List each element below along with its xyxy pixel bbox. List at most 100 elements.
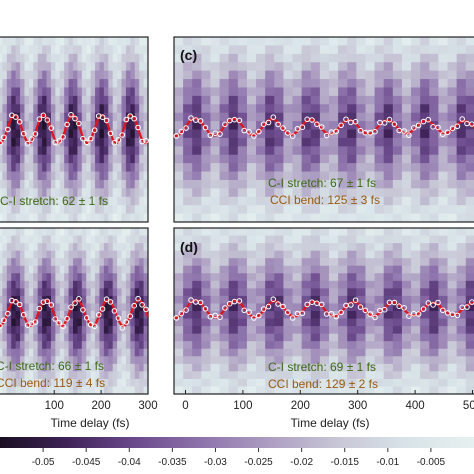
heatmap-cell — [103, 129, 109, 139]
heatmap-cell — [95, 311, 101, 320]
heatmap-cell — [383, 326, 394, 335]
heatmap-cell — [73, 79, 79, 89]
heatmap-cell — [134, 95, 140, 105]
heatmap-cell — [411, 146, 421, 156]
heatmap-cell — [301, 146, 312, 156]
heatmap-cell — [420, 228, 430, 237]
heatmap-cell — [50, 37, 56, 47]
heatmap-cell — [246, 70, 257, 80]
data-point — [280, 125, 286, 131]
heatmap-cell — [338, 196, 348, 206]
heatmap-cell — [77, 79, 83, 89]
heatmap-cell — [319, 53, 330, 63]
heatmap-cell — [347, 53, 357, 63]
heatmap-cell — [143, 265, 149, 274]
heatmap-cell — [301, 378, 312, 388]
heatmap-cell — [237, 273, 248, 282]
data-point — [80, 307, 86, 313]
heatmap-cell — [28, 205, 34, 215]
heatmap-cell — [11, 154, 17, 164]
heatmap-cell — [117, 250, 123, 259]
heatmap-cell — [438, 79, 449, 89]
heatmap-cell — [310, 137, 321, 147]
heatmap-cell — [210, 273, 221, 282]
heatmap-cell — [6, 333, 12, 342]
heatmap-cell — [112, 273, 118, 282]
heatmap-cell — [201, 363, 212, 372]
heatmap-cell — [117, 333, 123, 342]
heatmap-cell — [90, 333, 96, 342]
heatmap-cell — [64, 213, 70, 223]
heatmap-cell — [301, 213, 312, 223]
heatmap-cell — [401, 280, 412, 289]
heatmap-cell — [319, 288, 330, 297]
heatmap-cell — [219, 112, 230, 122]
heatmap-cell — [383, 333, 394, 342]
heatmap-cell — [143, 311, 149, 320]
heatmap-cell — [292, 333, 303, 342]
heatmap-cell — [81, 188, 87, 198]
heatmap-cell — [274, 243, 285, 252]
heatmap-cell — [411, 213, 421, 223]
heatmap-cell — [0, 311, 4, 320]
heatmap-cell — [392, 356, 403, 365]
heatmap-cell — [103, 213, 109, 223]
heatmap-cell — [33, 273, 39, 282]
heatmap-cell — [429, 104, 440, 114]
heatmap-cell — [310, 104, 321, 114]
heatmap-cell — [329, 45, 339, 55]
heatmap-cell — [219, 243, 230, 252]
heatmap-cell — [310, 303, 321, 312]
heatmap-cell — [121, 356, 127, 365]
heatmap-cell — [465, 243, 474, 252]
heatmap-cell — [117, 273, 123, 282]
heatmap-cell — [356, 228, 367, 237]
heatmap-cell — [117, 45, 123, 55]
heatmap-cell — [438, 303, 449, 312]
heatmap-cell — [125, 288, 131, 297]
heatmap-cell — [134, 205, 140, 215]
data-point — [36, 305, 43, 312]
heatmap-cell — [429, 205, 440, 215]
heatmap-cell — [292, 62, 303, 72]
heatmap-cell — [183, 179, 193, 189]
heatmap-cell — [42, 146, 48, 156]
heatmap-cell — [134, 280, 140, 289]
heatmap-cell — [121, 188, 127, 198]
heatmap-cell — [77, 295, 83, 305]
heatmap-cell — [117, 363, 123, 372]
heatmap-cell — [438, 295, 449, 305]
heatmap-cell — [301, 179, 312, 189]
heatmap-cell — [95, 79, 101, 89]
heatmap-cell — [117, 378, 123, 388]
heatmap-cell — [103, 121, 109, 131]
heatmap-cell — [347, 265, 357, 274]
heatmap-cell — [392, 243, 403, 252]
heatmap-cell — [228, 163, 239, 173]
heatmap-cell — [411, 205, 421, 215]
heatmap-cell — [130, 378, 136, 388]
heatmap-cell — [174, 326, 184, 335]
heatmap-cell — [15, 273, 21, 282]
heatmap-cell — [447, 79, 458, 89]
heatmap-top-left — [0, 37, 149, 223]
heatmap-cell — [429, 363, 440, 372]
heatmap-cell — [55, 104, 61, 114]
heatmap-cell — [228, 303, 239, 312]
heatmap-cell — [33, 318, 39, 327]
heatmap-cell — [374, 303, 385, 312]
heatmap-cell — [86, 348, 92, 357]
heatmap-cell — [401, 196, 412, 206]
heatmap-cell — [274, 137, 285, 147]
heatmap-cell — [64, 171, 70, 181]
heatmap-cell — [112, 348, 118, 357]
heatmap-cell — [33, 303, 39, 312]
heatmap-cell — [50, 95, 56, 105]
heatmap-cell — [283, 104, 294, 114]
heatmap-cell — [356, 250, 367, 259]
heatmap-cell — [456, 318, 467, 327]
heatmap-cell — [112, 213, 118, 223]
heatmap-cell — [411, 112, 421, 122]
heatmap-cell — [265, 196, 275, 206]
heatmap-cell — [265, 235, 275, 244]
